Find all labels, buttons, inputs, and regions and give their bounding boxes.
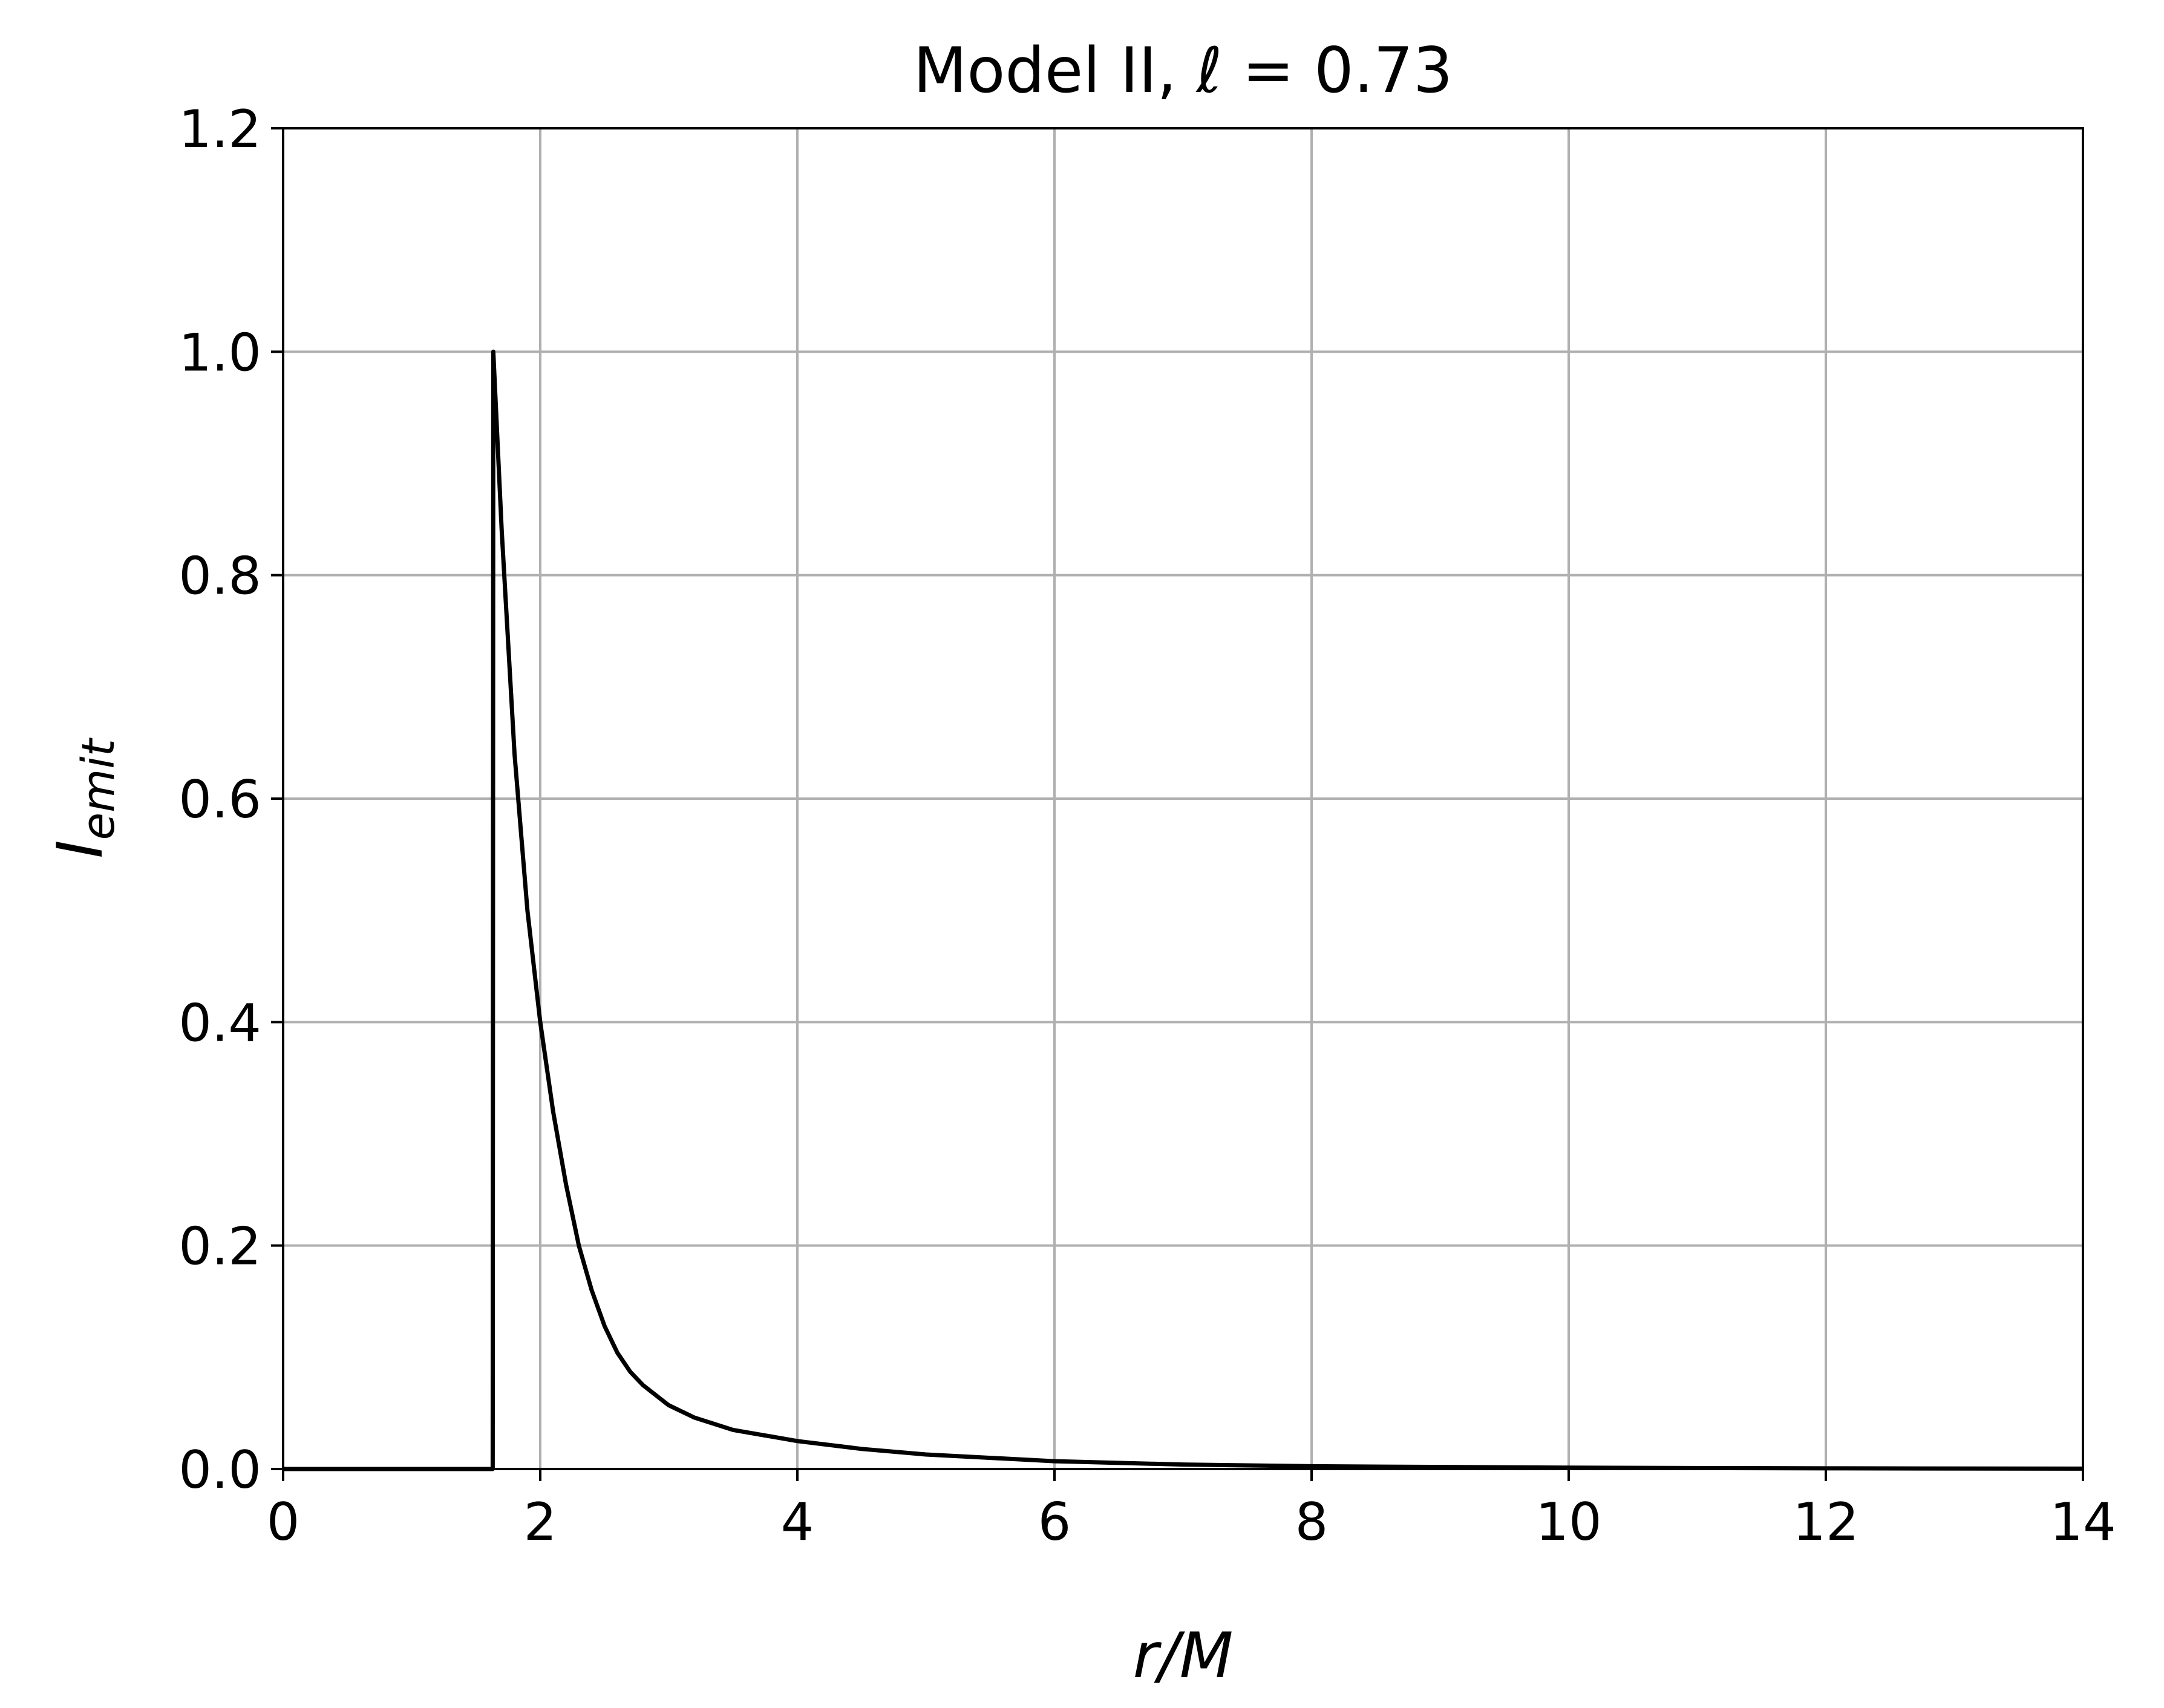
x-tick-label: 12 xyxy=(1793,1492,1858,1553)
chart-title: Model II, ℓ = 0.73 xyxy=(914,34,1453,107)
y-axis-label: Iemit xyxy=(44,737,125,859)
y-tick-label: 0.0 xyxy=(178,1440,261,1500)
y-axis-label-main: I xyxy=(44,840,117,858)
x-tick-label: 4 xyxy=(781,1492,814,1553)
x-tick-label: 2 xyxy=(524,1492,557,1553)
y-tick-label: 0.2 xyxy=(178,1217,261,1277)
y-tick-label: 0.8 xyxy=(178,546,261,607)
x-axis-label: r/M xyxy=(1133,1620,1234,1692)
tick-marks xyxy=(271,127,2084,1481)
tick-labels: 0 2 4 6 8 10 12 14 0.0 0.2 0.4 0.6 0.8 1.0 1.2 xyxy=(178,99,2116,1553)
y-axis-label-subscript: emit xyxy=(73,737,125,840)
grid-lines xyxy=(282,127,2084,1470)
series-group xyxy=(283,349,2084,1471)
y-tick-label: 1.2 xyxy=(178,99,261,160)
y-tick-label: 0.4 xyxy=(178,993,261,1053)
x-tick-label: 6 xyxy=(1038,1492,1071,1553)
y-tick-label: 1.0 xyxy=(178,322,261,383)
x-tick-label: 0 xyxy=(267,1492,300,1553)
x-tick-label: 10 xyxy=(1535,1492,1601,1553)
series-line xyxy=(283,349,2084,1471)
y-tick-label: 0.6 xyxy=(178,770,261,830)
x-tick-label: 8 xyxy=(1295,1492,1329,1553)
x-tick-label: 14 xyxy=(2050,1492,2116,1553)
